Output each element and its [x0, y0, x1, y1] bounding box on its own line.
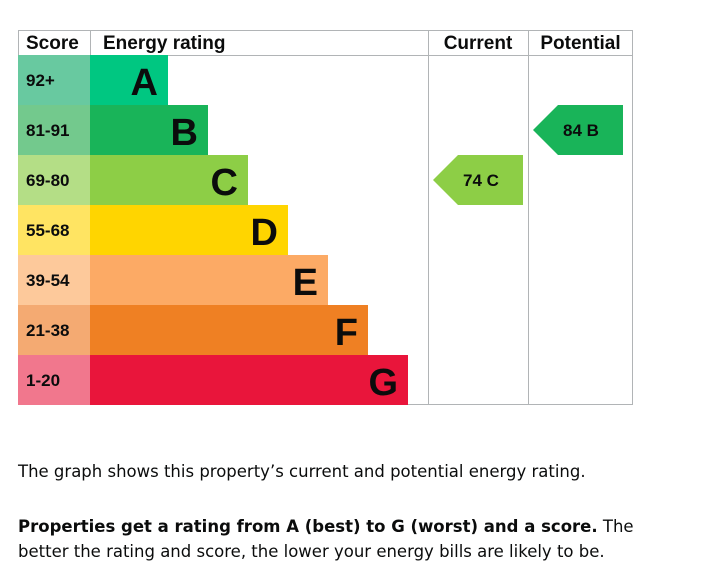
score-cell-e [18, 255, 90, 305]
rating-bar-c [90, 155, 248, 205]
rating-letter-e: E [293, 262, 318, 304]
rating-explanation: Properties get a rating from A (best) to… [18, 514, 658, 564]
potential-column-header: Potential [540, 33, 620, 54]
score-cell-a [18, 55, 90, 105]
rating-letter-b: B [171, 112, 198, 154]
epc-chart: Score Energy rating Current Potential 92+ A 81… [18, 30, 633, 405]
rating-letter-a: A [131, 62, 158, 104]
score-range-e: 39-54 [26, 271, 70, 290]
score-range-d: 55-68 [26, 221, 69, 240]
current-rating-label: 74 C [463, 171, 499, 190]
score-range-b: 81-91 [26, 121, 69, 140]
rating-explanation-bold: Properties get a rating from A (best) to… [18, 516, 598, 536]
rating-explanation-rest: The better the rating and score, the low… [18, 516, 634, 561]
rating-letter-f: F [335, 312, 358, 354]
chart-description: The graph shows this property’s current … [18, 461, 586, 481]
energy-rating-column-header: Energy rating [103, 33, 225, 54]
rating-bar-f [90, 305, 368, 355]
score-column-header: Score [26, 33, 79, 54]
score-cell-d [18, 205, 90, 255]
rating-bar-b [90, 105, 208, 155]
rating-letter-c: C [211, 162, 238, 204]
potential-rating-arrow [533, 105, 623, 155]
current-column-header: Current [444, 33, 513, 54]
rating-letter-g: G [368, 362, 398, 404]
rating-bar-d [90, 205, 288, 255]
score-cell-f [18, 305, 90, 355]
potential-rating-label: 84 B [563, 121, 599, 140]
score-cell-g [18, 355, 90, 405]
rating-bar-g [90, 355, 408, 405]
rating-letter-d: D [251, 212, 278, 254]
rating-bar-e [90, 255, 328, 305]
score-cell-c [18, 155, 90, 205]
score-range-f: 21-38 [26, 321, 69, 340]
score-range-g: 1-20 [26, 371, 60, 390]
score-range-a: 92+ [26, 71, 55, 90]
rating-bar-a [90, 55, 168, 105]
score-cell-b [18, 105, 90, 155]
current-rating-arrow [433, 155, 523, 205]
score-range-c: 69-80 [26, 171, 69, 190]
